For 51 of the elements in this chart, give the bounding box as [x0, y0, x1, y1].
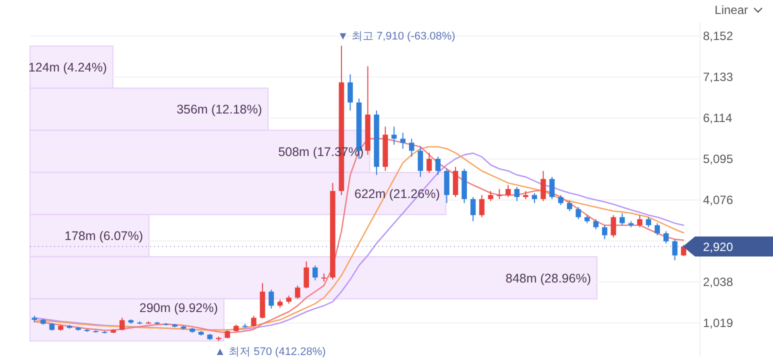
candlestick [672, 238, 678, 261]
candlestick [470, 196, 476, 222]
candlestick [251, 315, 256, 328]
candlestick [506, 184, 511, 198]
y-tick-label: 7,133 [703, 70, 734, 84]
candlestick [637, 214, 642, 228]
y-tick-label: 5,095 [703, 152, 734, 166]
candlestick [479, 194, 484, 218]
data-label: 848m (28.96%) [506, 271, 591, 286]
candlestick [593, 218, 599, 230]
candlestick [620, 212, 625, 226]
data-label: 124m (4.24%) [28, 60, 107, 75]
candlestick [514, 186, 520, 202]
candlestick [496, 188, 502, 200]
y-tick-label: 6,114 [703, 111, 732, 126]
candlestick [418, 146, 424, 178]
y-tick-label: 1,019 [703, 316, 734, 330]
candlestick [304, 260, 309, 289]
y-tick-label: 8,152 [703, 29, 734, 44]
annotation: ▼ 최고 7,910 (-63.08%) [337, 30, 456, 43]
candlestick [268, 289, 274, 310]
candlestick [312, 264, 318, 281]
candlestick [294, 285, 300, 300]
data-label: 290m (9.92%) [139, 300, 218, 315]
candlestick [566, 200, 572, 212]
text: Linear [714, 3, 748, 17]
candlestick [540, 170, 546, 202]
candlestick [532, 192, 538, 204]
candlestick [119, 317, 125, 331]
candlestick [348, 74, 353, 112]
data-label: 178m (6.07%) [64, 229, 144, 244]
ref-line-label: 2,920 [703, 240, 734, 254]
candlestick [549, 176, 555, 200]
candlestick [576, 206, 581, 220]
candlestick [558, 194, 564, 206]
candlestick [602, 224, 608, 240]
candlestick [663, 230, 669, 244]
data-label: 622m (21.26%) [354, 187, 440, 201]
candlestick [391, 126, 397, 146]
candlestick [400, 132, 406, 150]
candlestick [435, 156, 441, 176]
candlestick [646, 216, 652, 228]
candlestick [409, 138, 414, 158]
data-label: 356m (12.18%) [176, 102, 262, 117]
candlestick [426, 152, 432, 174]
annotation: ▲ 최저 570 (412.28%) [214, 346, 326, 358]
candlestick [610, 214, 616, 238]
candlestick [654, 222, 660, 236]
y-tick-label: 2,038 [703, 275, 734, 290]
candlestick [488, 190, 494, 202]
y-tick-label: 4,076 [703, 193, 734, 208]
